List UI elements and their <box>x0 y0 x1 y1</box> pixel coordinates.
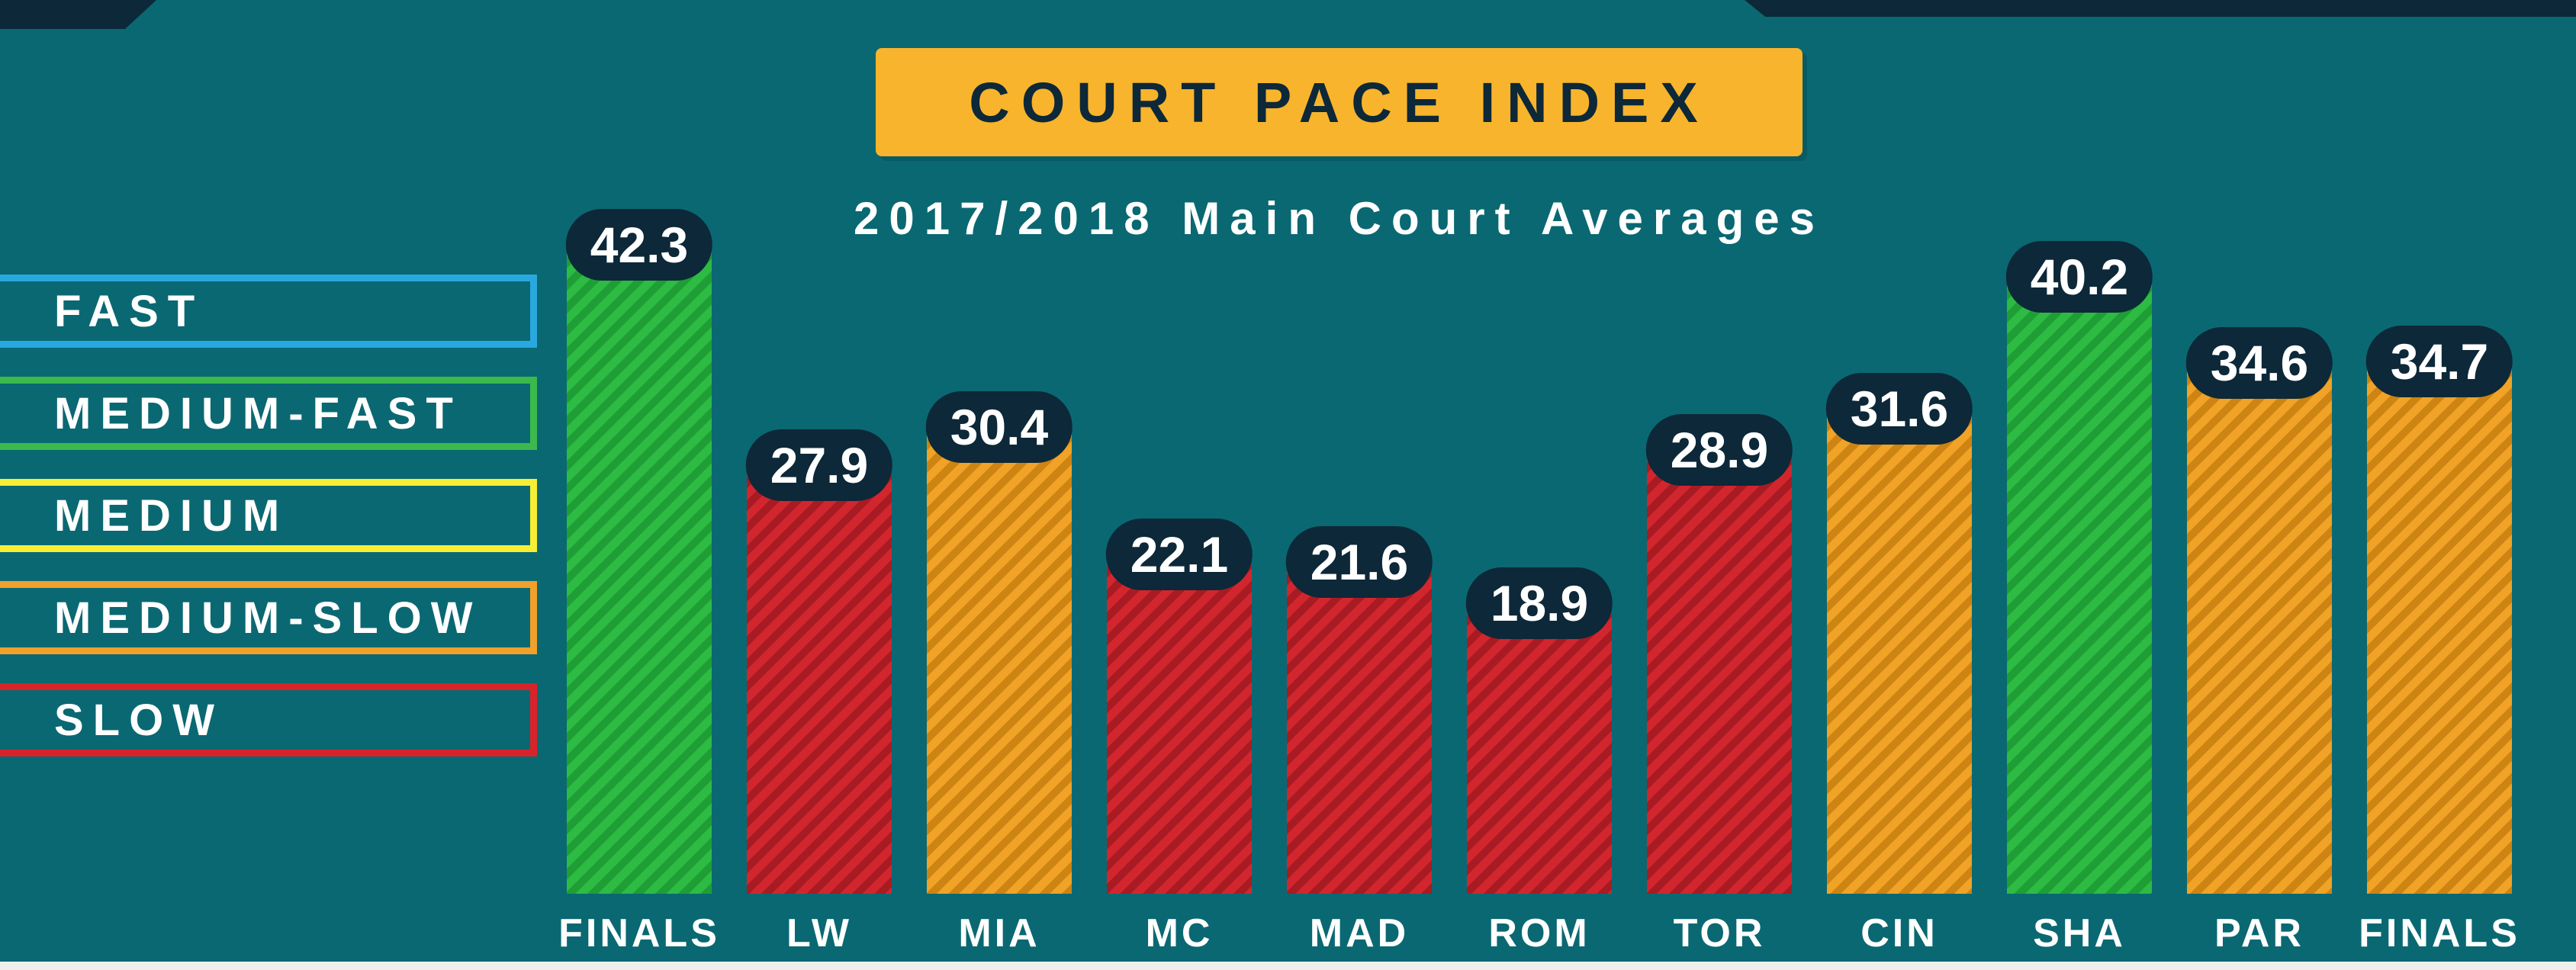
bar-sha <box>2007 277 2152 894</box>
value-pill: 27.9 <box>745 429 893 502</box>
legend-label: FAST <box>54 286 204 336</box>
bar-label: FINALS <box>2359 911 2520 956</box>
value-pill: 22.1 <box>1105 518 1253 590</box>
bar-column-par-9: 34.6 PAR <box>2185 326 2333 956</box>
bar-column-finals-10: 34.7 FINALS <box>2359 325 2517 956</box>
bar-label: FINALS <box>558 911 720 956</box>
bar-column-lw-1: 27.9 LW <box>745 429 893 956</box>
bar-tor <box>1647 451 1792 894</box>
value-pill: 34.7 <box>2365 325 2513 397</box>
bar-label: MC <box>1145 911 1214 956</box>
bar-mad <box>1287 562 1432 894</box>
legend-item-slow: SLOW <box>0 683 537 756</box>
bar-label: PAR <box>2214 911 2304 956</box>
bar-chart: 42.3 FINALS 27.9 LW 30.4 MIA 22.1 MC 21.6 MAD 18.9… <box>558 208 2517 956</box>
subtitle: 2017/2018 Main Court Averages <box>854 193 1825 244</box>
bar-mc <box>1107 554 1252 894</box>
value-pill: 28.9 <box>1645 414 1793 487</box>
legend-label: SLOW <box>54 695 224 745</box>
title-banner: COURT PACE INDEX <box>876 48 1803 156</box>
bar-label: TOR <box>1673 911 1766 956</box>
bar-column-mia-2: 30.4 MIA <box>925 390 1073 956</box>
bar-label: SHA <box>2033 911 2126 956</box>
bar-cin <box>1827 409 1972 894</box>
value-pill: 31.6 <box>1825 372 1973 445</box>
legend-item-medium-slow: MEDIUM-SLOW <box>0 581 537 654</box>
bar-column-mc-3: 22.1 MC <box>1105 518 1253 956</box>
value-pill: 42.3 <box>565 208 713 281</box>
bar-column-mad-4: 21.6 MAD <box>1285 525 1433 956</box>
page-title: COURT PACE INDEX <box>969 70 1709 134</box>
legend-item-fast: FAST <box>0 275 537 348</box>
bar-label: CIN <box>1860 911 1938 956</box>
corner-decoration-top-right <box>1745 0 2576 17</box>
bar-column-sha-8: 40.2 SHA <box>2005 240 2153 956</box>
legend-item-medium-fast: MEDIUM-FAST <box>0 377 537 450</box>
legend-item-medium: MEDIUM <box>0 479 537 552</box>
legend-label: MEDIUM-FAST <box>54 388 462 438</box>
bar-finals <box>2367 361 2512 894</box>
bar-lw <box>747 466 892 894</box>
value-pill: 21.6 <box>1285 525 1433 598</box>
bar-label: MIA <box>958 911 1040 956</box>
bar-column-cin-7: 31.6 CIN <box>1825 372 1973 956</box>
value-pill: 18.9 <box>1465 567 1613 640</box>
bar-label: MAD <box>1309 911 1410 956</box>
bar-column-rom-5: 18.9 ROM <box>1465 567 1613 956</box>
value-pill: 40.2 <box>2005 240 2153 313</box>
bar-label: ROM <box>1488 911 1590 956</box>
bar-rom <box>1467 604 1612 894</box>
bar-label: LW <box>786 911 852 956</box>
bar-column-tor-6: 28.9 TOR <box>1645 414 1793 956</box>
bar-finals <box>567 245 712 894</box>
legend-label: MEDIUM-SLOW <box>54 593 482 643</box>
bottom-strip <box>0 962 2576 970</box>
bar-column-finals-0: 42.3 FINALS <box>558 208 717 956</box>
bar-mia <box>927 427 1072 894</box>
corner-decoration-top-left <box>0 0 156 29</box>
pace-legend: FAST MEDIUM-FAST MEDIUM MEDIUM-SLOW SLOW <box>0 275 537 756</box>
bar-par <box>2187 363 2332 894</box>
value-pill: 34.6 <box>2185 326 2333 399</box>
value-pill: 30.4 <box>925 390 1073 463</box>
legend-label: MEDIUM <box>54 490 289 541</box>
